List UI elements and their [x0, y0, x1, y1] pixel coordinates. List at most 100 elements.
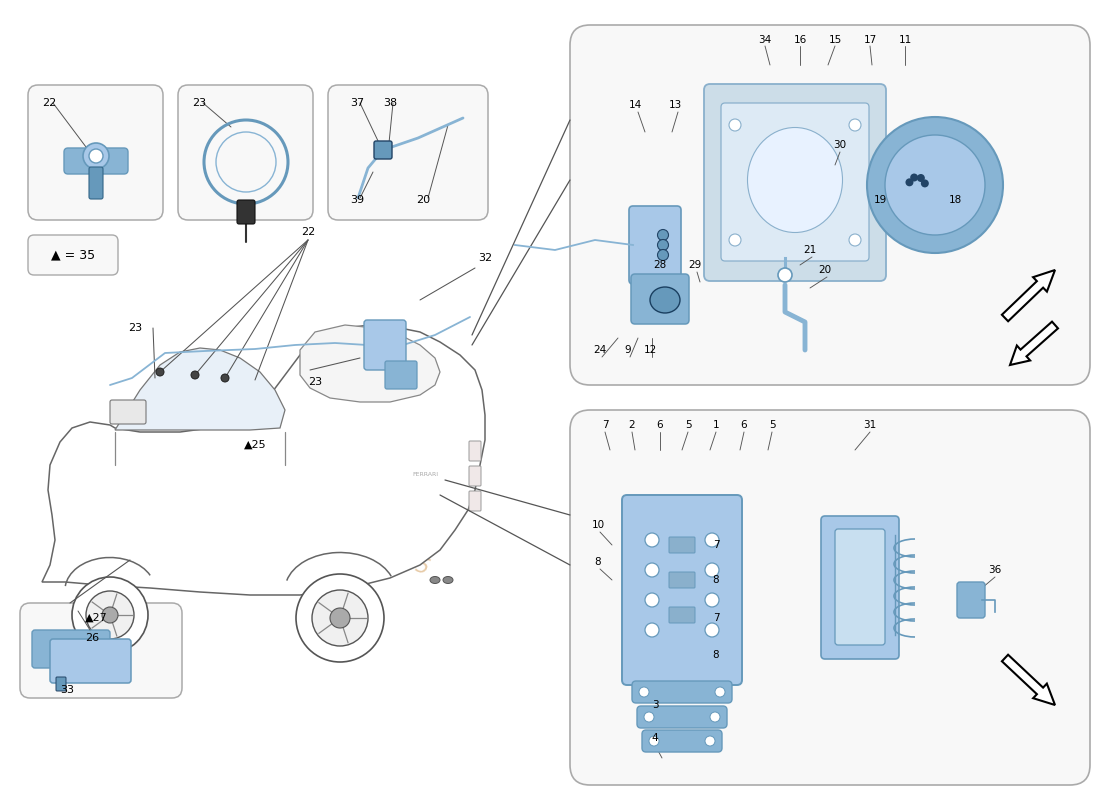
Circle shape	[102, 607, 118, 623]
Ellipse shape	[443, 577, 453, 583]
Text: FERRARI: FERRARI	[411, 473, 438, 478]
FancyBboxPatch shape	[720, 103, 869, 261]
Text: 22: 22	[42, 98, 56, 108]
Circle shape	[86, 591, 134, 639]
Polygon shape	[300, 325, 440, 402]
Text: 36: 36	[989, 565, 1002, 575]
FancyBboxPatch shape	[110, 400, 146, 424]
Text: 21: 21	[803, 245, 816, 255]
FancyBboxPatch shape	[957, 582, 984, 618]
FancyBboxPatch shape	[621, 495, 742, 685]
Circle shape	[715, 687, 725, 697]
Circle shape	[729, 119, 741, 131]
FancyBboxPatch shape	[469, 441, 481, 461]
Text: 5: 5	[684, 420, 691, 430]
Text: 11: 11	[899, 35, 912, 45]
Circle shape	[221, 374, 229, 382]
Text: 7: 7	[602, 420, 608, 430]
FancyBboxPatch shape	[469, 491, 481, 511]
Circle shape	[710, 712, 720, 722]
FancyBboxPatch shape	[632, 681, 732, 703]
Circle shape	[89, 149, 103, 163]
Text: 26: 26	[85, 633, 99, 643]
Circle shape	[729, 234, 741, 246]
FancyBboxPatch shape	[28, 235, 118, 275]
Text: 20: 20	[416, 195, 430, 205]
Text: 23: 23	[128, 323, 142, 333]
Text: 8: 8	[713, 650, 719, 660]
Text: 6: 6	[657, 420, 663, 430]
Circle shape	[156, 368, 164, 376]
Text: 12: 12	[644, 345, 657, 355]
Text: 13: 13	[669, 100, 682, 110]
FancyBboxPatch shape	[669, 607, 695, 623]
Text: 6: 6	[740, 420, 747, 430]
FancyBboxPatch shape	[374, 141, 392, 159]
FancyBboxPatch shape	[821, 516, 899, 659]
Circle shape	[658, 230, 669, 241]
Text: 18: 18	[948, 195, 961, 205]
FancyBboxPatch shape	[570, 25, 1090, 385]
Text: ▲27: ▲27	[85, 613, 108, 623]
FancyBboxPatch shape	[669, 537, 695, 553]
Text: 32: 32	[477, 253, 492, 263]
Text: 34: 34	[758, 35, 771, 45]
Polygon shape	[116, 348, 285, 430]
Text: 2: 2	[629, 420, 636, 430]
FancyBboxPatch shape	[32, 630, 110, 668]
Text: 16: 16	[793, 35, 806, 45]
Circle shape	[917, 174, 925, 182]
Text: 3: 3	[651, 700, 658, 710]
Text: 8: 8	[595, 557, 602, 567]
Ellipse shape	[650, 287, 680, 313]
Text: 24: 24	[593, 345, 606, 355]
Ellipse shape	[748, 127, 843, 233]
Text: 30: 30	[834, 140, 847, 150]
Circle shape	[910, 174, 918, 182]
Text: ▲ = 35: ▲ = 35	[51, 249, 95, 262]
Circle shape	[705, 563, 719, 577]
Text: 15: 15	[828, 35, 842, 45]
Polygon shape	[1002, 654, 1055, 705]
Circle shape	[705, 623, 719, 637]
FancyBboxPatch shape	[385, 361, 417, 389]
Circle shape	[645, 533, 659, 547]
FancyBboxPatch shape	[89, 167, 103, 199]
Text: 37: 37	[350, 98, 364, 108]
Circle shape	[849, 119, 861, 131]
Circle shape	[705, 593, 719, 607]
Circle shape	[649, 736, 659, 746]
Text: ▲25: ▲25	[244, 440, 266, 450]
Text: 20: 20	[818, 265, 832, 275]
FancyBboxPatch shape	[56, 677, 66, 691]
Circle shape	[778, 268, 792, 282]
FancyBboxPatch shape	[570, 410, 1090, 785]
FancyBboxPatch shape	[469, 466, 481, 486]
FancyBboxPatch shape	[835, 529, 886, 645]
FancyBboxPatch shape	[637, 706, 727, 728]
Circle shape	[849, 234, 861, 246]
FancyBboxPatch shape	[704, 84, 886, 281]
Circle shape	[658, 239, 669, 250]
Circle shape	[312, 590, 368, 646]
Circle shape	[645, 593, 659, 607]
FancyBboxPatch shape	[64, 148, 128, 174]
Text: 23: 23	[308, 377, 322, 387]
Circle shape	[705, 736, 715, 746]
FancyBboxPatch shape	[50, 639, 131, 683]
FancyBboxPatch shape	[178, 85, 314, 220]
Text: 39: 39	[350, 195, 364, 205]
Text: 4: 4	[651, 733, 658, 743]
Circle shape	[921, 179, 928, 187]
Circle shape	[72, 577, 148, 653]
Circle shape	[330, 608, 350, 628]
Circle shape	[82, 143, 109, 169]
Circle shape	[905, 178, 913, 186]
Circle shape	[639, 687, 649, 697]
Circle shape	[658, 250, 669, 261]
FancyBboxPatch shape	[20, 603, 182, 698]
FancyBboxPatch shape	[631, 274, 689, 324]
Text: 9: 9	[625, 345, 631, 355]
Text: 7: 7	[713, 540, 719, 550]
Circle shape	[644, 712, 654, 722]
